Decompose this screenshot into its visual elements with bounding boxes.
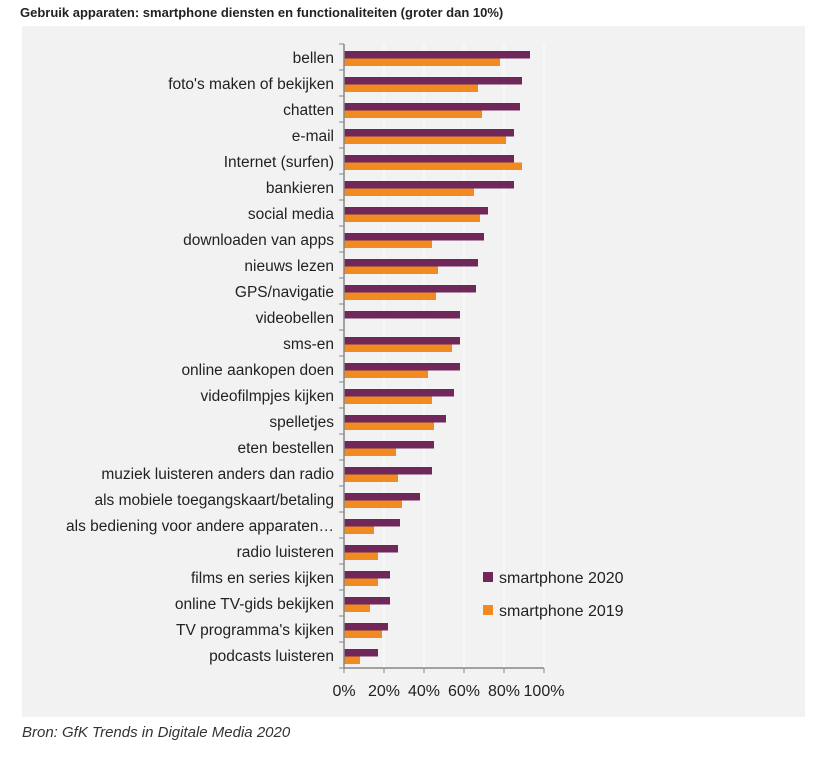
bar-2019 xyxy=(344,474,398,482)
bar-2020 xyxy=(344,363,460,371)
bar-2019 xyxy=(344,422,434,430)
category-label: videobellen xyxy=(256,310,334,327)
category-label: spelletjes xyxy=(269,414,334,431)
category-label: foto's maken of bekijken xyxy=(168,76,334,93)
bar-2020 xyxy=(344,181,514,189)
bar-2019 xyxy=(344,500,402,508)
source-note: Bron: GfK Trends in Digitale Media 2020 xyxy=(22,724,291,741)
bar-2020 xyxy=(344,571,390,579)
category-label: muziek luisteren anders dan radio xyxy=(101,466,334,483)
legend-swatch xyxy=(483,572,493,582)
bar-2020 xyxy=(344,51,530,59)
bar-2019 xyxy=(344,292,436,300)
category-label: radio luisteren xyxy=(237,544,334,561)
legend-label: smartphone 2020 xyxy=(499,570,624,587)
bar-2019 xyxy=(344,448,396,456)
bar-2019 xyxy=(344,136,506,144)
bar-2019 xyxy=(344,110,482,118)
category-label: nieuws lezen xyxy=(244,258,334,275)
bar-2020 xyxy=(344,285,476,293)
category-label: chatten xyxy=(283,102,334,119)
bar-2020 xyxy=(344,207,488,215)
category-label: online TV-gids bekijken xyxy=(175,596,334,613)
bar-2020 xyxy=(344,129,514,137)
category-label: online aankopen doen xyxy=(181,362,334,379)
bar-2019 xyxy=(344,162,522,170)
category-label: downloaden van apps xyxy=(183,232,334,249)
bar-2019 xyxy=(344,396,432,404)
x-tick-label: 40% xyxy=(408,683,440,700)
x-tick-label: 0% xyxy=(332,683,355,700)
bar-2020 xyxy=(344,545,398,553)
bar-2020 xyxy=(344,259,478,267)
bar-2020 xyxy=(344,389,454,397)
bar-2020 xyxy=(344,441,434,449)
bar-2020 xyxy=(344,649,378,657)
category-label: als bediening voor andere apparaten… xyxy=(66,518,334,535)
bar-2020 xyxy=(344,103,520,111)
x-tick-label: 60% xyxy=(448,683,480,700)
chart-title: Gebruik apparaten: smartphone diensten e… xyxy=(20,5,504,20)
bar-2020 xyxy=(344,493,420,501)
bar-2019 xyxy=(344,526,374,534)
category-label: Internet (surfen) xyxy=(224,154,334,171)
bar-2019 xyxy=(344,240,432,248)
bar-2019 xyxy=(344,188,474,196)
bar-2020 xyxy=(344,337,460,345)
bar-2019 xyxy=(344,214,480,222)
bar-2020 xyxy=(344,155,514,163)
category-label: eten bestellen xyxy=(237,440,334,457)
category-label: videofilmpjes kijken xyxy=(200,388,334,405)
bar-2019 xyxy=(344,578,378,586)
category-label: sms-en xyxy=(283,336,334,353)
bar-2020 xyxy=(344,519,400,527)
bar-2020 xyxy=(344,77,522,85)
category-label: bellen xyxy=(293,50,334,67)
category-label: TV programma's kijken xyxy=(176,622,334,639)
bar-2019 xyxy=(344,552,378,560)
legend-swatch xyxy=(483,605,493,615)
x-tick-label: 80% xyxy=(488,683,520,700)
bar-2019 xyxy=(344,656,360,664)
bar-2020 xyxy=(344,311,460,319)
bar-2019 xyxy=(344,370,428,378)
bar-2019 xyxy=(344,58,500,66)
category-label: e-mail xyxy=(292,128,334,145)
category-label: films en series kijken xyxy=(191,570,334,587)
category-label: als mobiele toegangskaart/betaling xyxy=(94,492,334,509)
bar-2020 xyxy=(344,415,446,423)
x-tick-label: 100% xyxy=(524,683,565,700)
category-label: podcasts luisteren xyxy=(209,648,334,665)
legend-label: smartphone 2019 xyxy=(499,603,624,620)
bar-2019 xyxy=(344,84,478,92)
bar-2020 xyxy=(344,233,484,241)
category-label: GPS/navigatie xyxy=(235,284,334,301)
bar-2019 xyxy=(344,630,382,638)
bar-2020 xyxy=(344,467,432,475)
bar-2020 xyxy=(344,597,390,605)
category-label: bankieren xyxy=(266,180,334,197)
x-tick-label: 20% xyxy=(368,683,400,700)
bar-2019 xyxy=(344,604,370,612)
bar-2019 xyxy=(344,344,452,352)
bar-2020 xyxy=(344,623,388,631)
category-label: social media xyxy=(248,206,335,223)
bar-2019 xyxy=(344,266,438,274)
